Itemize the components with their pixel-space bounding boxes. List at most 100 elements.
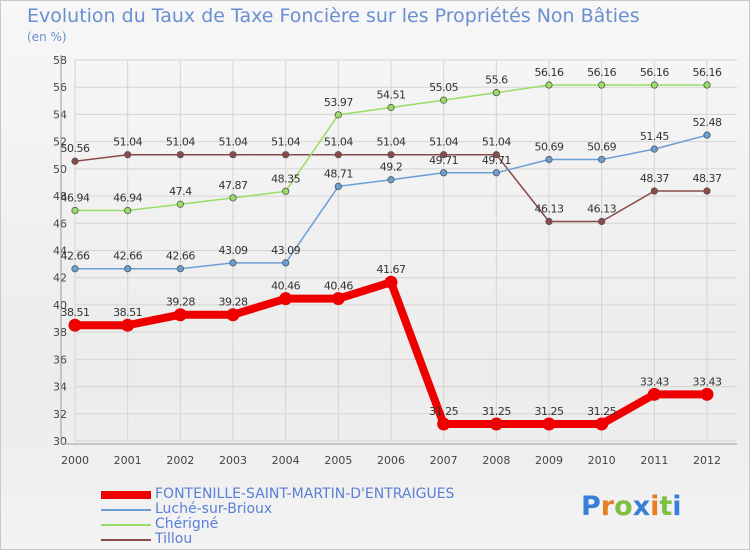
y-tick-label: 30 xyxy=(53,435,67,448)
logo-letter: i xyxy=(650,491,660,522)
data-label: 51.04 xyxy=(271,136,300,149)
chart-subtitle: (en %) xyxy=(27,30,67,44)
logo-letter: x xyxy=(632,491,651,522)
legend-swatch xyxy=(101,491,151,499)
data-point xyxy=(68,318,82,332)
data-label: 51.04 xyxy=(113,136,142,149)
x-tick-label: 2007 xyxy=(430,454,458,467)
data-point xyxy=(279,292,293,306)
data-label: 42.66 xyxy=(113,250,142,263)
data-label: 46.94 xyxy=(61,191,90,204)
data-point xyxy=(650,145,658,153)
data-label: 40.46 xyxy=(271,280,300,293)
data-point xyxy=(703,131,711,139)
x-tick-label: 2004 xyxy=(272,454,300,467)
data-point xyxy=(598,217,606,226)
data-label: 48.37 xyxy=(693,172,722,185)
data-point xyxy=(647,387,661,401)
logo-letter: t xyxy=(659,491,673,522)
data-point xyxy=(387,176,395,184)
data-label: 39.28 xyxy=(219,296,248,309)
data-point xyxy=(492,89,500,97)
data-label: 49.71 xyxy=(429,154,458,167)
data-point xyxy=(440,169,448,177)
y-tick-label: 58 xyxy=(53,54,67,67)
data-label: 51.04 xyxy=(377,136,406,149)
y-tick-label: 32 xyxy=(53,408,67,421)
data-label: 43.09 xyxy=(271,244,300,257)
x-tick-label: 2000 xyxy=(61,454,89,467)
data-point xyxy=(124,206,132,215)
data-label: 50.56 xyxy=(61,142,90,155)
data-label: 51.04 xyxy=(219,136,248,149)
x-tick-label: 2012 xyxy=(693,454,721,467)
data-point xyxy=(545,81,553,89)
logo-letter: P xyxy=(581,491,601,522)
y-tick-label: 44 xyxy=(53,245,67,258)
data-label: 48.71 xyxy=(324,167,353,180)
data-label: 31.25 xyxy=(482,405,511,418)
data-label: 48.37 xyxy=(640,172,669,185)
data-label: 46.13 xyxy=(535,203,564,216)
data-point xyxy=(440,151,448,159)
y-tick-label: 54 xyxy=(53,108,67,121)
x-tick-label: 2001 xyxy=(114,454,142,467)
y-tick-label: 36 xyxy=(53,353,67,366)
data-point xyxy=(700,387,714,401)
data-label: 50.69 xyxy=(535,140,564,153)
data-point xyxy=(331,292,345,306)
data-label: 51.04 xyxy=(429,136,458,149)
data-label: 38.51 xyxy=(61,306,90,319)
logo-letter: r xyxy=(600,491,615,522)
data-label: 50.69 xyxy=(587,140,616,153)
data-label: 41.67 xyxy=(377,263,406,276)
data-point xyxy=(598,155,606,164)
data-point xyxy=(226,308,240,322)
data-label: 55.6 xyxy=(485,74,508,87)
data-label: 38.51 xyxy=(113,306,142,319)
data-point xyxy=(703,81,711,89)
data-label: 51.04 xyxy=(166,136,195,149)
data-label: 49.71 xyxy=(482,154,511,167)
data-point xyxy=(334,151,342,159)
data-label: 53.97 xyxy=(324,96,353,109)
legend-label: FONTENILLE-SAINT-MARTIN-D'ENTRAIGUES xyxy=(155,486,455,502)
data-label: 31.25 xyxy=(587,405,616,418)
data-label: 42.66 xyxy=(166,250,195,263)
x-tick-label: 2011 xyxy=(640,454,668,467)
data-point xyxy=(598,81,606,89)
data-point xyxy=(440,96,448,104)
data-label: 56.16 xyxy=(640,66,669,79)
y-tick-label: 34 xyxy=(53,381,67,394)
data-label: 31.25 xyxy=(535,405,564,418)
data-point xyxy=(437,417,451,431)
legend-label: Chérigné xyxy=(155,516,219,532)
data-point xyxy=(334,111,342,119)
data-label: 46.13 xyxy=(587,203,616,216)
data-label: 40.46 xyxy=(324,280,353,293)
y-tick-label: 50 xyxy=(53,163,67,176)
y-tick-label: 48 xyxy=(53,190,67,203)
logo-letter: i xyxy=(672,491,682,522)
data-point xyxy=(489,417,503,431)
legend-label: Tillou xyxy=(155,531,193,547)
data-point xyxy=(650,187,658,195)
data-point xyxy=(595,417,609,431)
data-point xyxy=(282,151,290,159)
data-point xyxy=(492,169,500,177)
data-point xyxy=(176,265,184,273)
data-point xyxy=(229,259,237,267)
data-point xyxy=(542,417,556,431)
data-label: 55.05 xyxy=(429,81,458,94)
data-label: 43.09 xyxy=(219,244,248,257)
data-point xyxy=(124,265,132,273)
x-tick-label: 2005 xyxy=(324,454,352,467)
data-point xyxy=(71,157,79,165)
data-label: 33.43 xyxy=(640,375,669,388)
x-tick-label: 2006 xyxy=(377,454,405,467)
data-label: 51.04 xyxy=(482,136,511,149)
data-point xyxy=(71,265,79,273)
legend-swatch xyxy=(101,539,151,541)
data-label: 56.16 xyxy=(535,66,564,79)
data-point xyxy=(282,259,290,267)
